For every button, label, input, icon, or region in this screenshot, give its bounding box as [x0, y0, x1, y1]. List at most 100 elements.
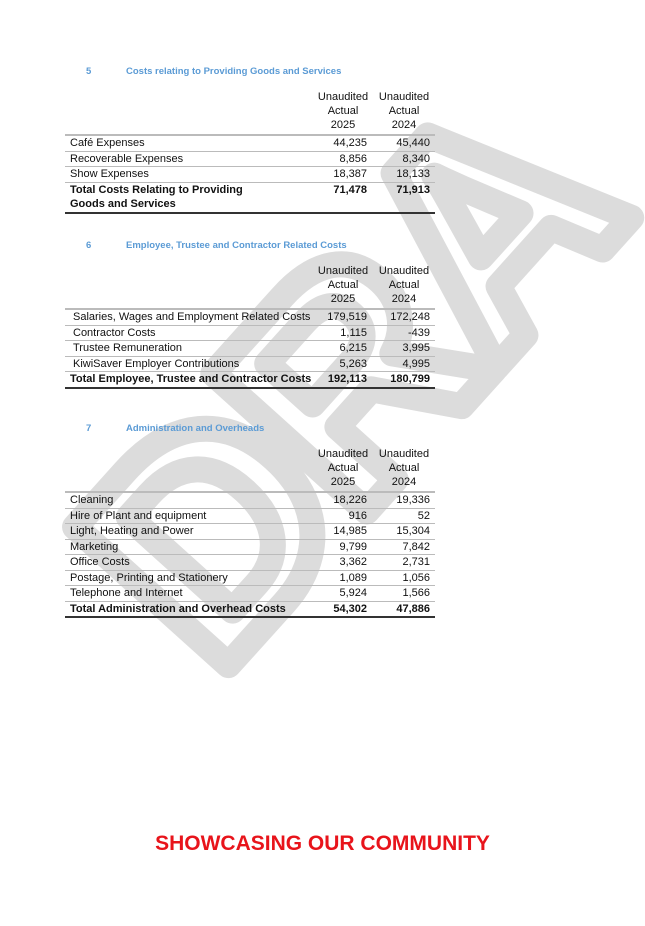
column-header-line: Unaudited — [378, 265, 430, 277]
value-2024: 172,248 — [390, 311, 430, 323]
table-row: Office Costs 3,362 2,731 — [65, 555, 435, 571]
section-number: 7 — [86, 423, 92, 434]
section-number: 5 — [86, 66, 92, 77]
row-label: Telephone and Internet — [70, 587, 183, 599]
total-row: Total Administration and Overhead Costs 5… — [65, 602, 435, 618]
table-row: Trustee Remuneration 6,215 3,995 — [65, 341, 435, 357]
table-row: Hire of Plant and equipment 916 52 — [65, 509, 435, 524]
value-2025: 5,263 — [339, 357, 367, 370]
table-row: Postage, Printing and Stationery 1,089 1,0… — [65, 571, 435, 586]
table-row: Telephone and Internet 5,924 1,566 — [65, 586, 435, 602]
row-label: Café Expenses — [70, 137, 145, 149]
section-costs-goods-services: 5 Costs relating to Providing Goods and S… — [65, 66, 435, 214]
value-2024: 19,336 — [396, 494, 430, 506]
value-2024: 4,995 — [402, 357, 430, 370]
value-2025: 14,985 — [333, 525, 367, 537]
table-header: Unaudited Actual 2025 Unaudited Actual 2024 — [65, 447, 435, 493]
row-label: Recoverable Expenses — [70, 152, 184, 165]
column-header-line: Actual — [388, 462, 420, 474]
section-title: Costs relating to Providing Goods and Se… — [126, 66, 342, 77]
table-row: Contractor Costs 1,115 -439 — [65, 326, 435, 341]
table-row: Recoverable Expenses 8,856 8,340 — [65, 152, 435, 167]
value-2024: 15,304 — [396, 525, 430, 537]
value-2024: 8,340 — [402, 152, 430, 165]
total-2024: 47,886 — [396, 602, 430, 615]
row-label: Show Expenses — [70, 168, 149, 180]
total-2025: 71,478 — [333, 183, 367, 196]
value-2025: 1,115 — [340, 326, 367, 339]
column-header-line: Unaudited — [317, 91, 369, 103]
row-label: Office Costs — [70, 556, 130, 568]
section-heading: 6 Employee, Trustee and Contractor Relate… — [65, 240, 435, 256]
value-2025: 1,089 — [339, 571, 367, 584]
row-label: Marketing — [70, 540, 119, 553]
row-label: KiwiSaver Employer Contributions — [73, 357, 240, 370]
column-header-line: Actual — [327, 279, 359, 291]
row-label: Salaries, Wages and Employment Related C… — [73, 311, 311, 323]
value-2025: 3,362 — [339, 556, 367, 568]
value-2024: -439 — [407, 326, 430, 339]
total-2024: 180,799 — [390, 373, 430, 385]
column-header-line: 2024 — [391, 293, 417, 305]
table-row: Cleaning 18,226 19,336 — [65, 493, 435, 509]
column-header-2025: Unaudited Actual 2025 — [312, 447, 374, 489]
table-header: Unaudited Actual 2025 Unaudited Actual 2024 — [65, 90, 435, 136]
column-header-line: 2025 — [330, 119, 356, 131]
table-row: Marketing 9,799 7,842 — [65, 540, 435, 555]
total-label: Total Administration and Overhead Costs — [70, 602, 286, 615]
column-header-line: Unaudited — [317, 448, 369, 460]
column-header-2025: Unaudited Actual 2025 — [312, 90, 374, 132]
row-label: Contractor Costs — [73, 326, 156, 339]
table-row: KiwiSaver Employer Contributions 5,263 4,9… — [65, 357, 435, 372]
section-administration-overheads: 7 Administration and Overheads Unaudited Ac… — [65, 423, 435, 618]
column-header-line: Actual — [388, 279, 420, 291]
section-number: 6 — [86, 240, 92, 251]
column-header-2024: Unaudited Actual 2024 — [373, 447, 435, 489]
section-employee-costs: 6 Employee, Trustee and Contractor Relate… — [65, 240, 435, 389]
row-label: Cleaning — [70, 494, 114, 506]
column-header-line: Actual — [327, 105, 359, 117]
section-heading: 7 Administration and Overheads — [65, 423, 435, 439]
value-2025: 6,215 — [339, 342, 367, 354]
column-header-line: Actual — [327, 462, 359, 474]
value-2024: 18,133 — [396, 168, 430, 180]
column-header-line: Actual — [388, 105, 420, 117]
value-2025: 44,235 — [333, 137, 367, 149]
value-2024: 3,995 — [402, 342, 430, 354]
value-2025: 18,387 — [333, 168, 367, 180]
table-header: Unaudited Actual 2025 Unaudited Actual 2024 — [65, 264, 435, 310]
column-header-2024: Unaudited Actual 2024 — [373, 90, 435, 132]
value-2025: 9,799 — [339, 540, 367, 553]
row-label: Trustee Remuneration — [73, 342, 183, 354]
value-2025: 5,924 — [339, 587, 367, 599]
value-2024: 2,731 — [402, 556, 430, 568]
table-row: Café Expenses 44,235 45,440 — [65, 136, 435, 152]
total-2025: 54,302 — [333, 602, 367, 615]
column-header-line: Unaudited — [378, 91, 430, 103]
total-2024: 71,913 — [396, 183, 430, 196]
value-2024: 1,566 — [402, 587, 430, 599]
table-row: Show Expenses 18,387 18,133 — [65, 167, 435, 183]
row-label: Hire of Plant and equipment — [70, 509, 207, 522]
value-2024: 1,056 — [402, 571, 430, 584]
column-header-line: Unaudited — [378, 448, 430, 460]
section-heading: 5 Costs relating to Providing Goods and S… — [65, 66, 435, 82]
value-2025: 916 — [348, 509, 367, 522]
value-2024: 52 — [417, 509, 430, 522]
column-header-line: 2024 — [391, 119, 417, 131]
column-header-line: Unaudited — [317, 265, 369, 277]
value-2025: 179,519 — [327, 311, 367, 323]
value-2024: 45,440 — [396, 137, 430, 149]
total-row: Total Costs Relating to Providing Goods … — [65, 183, 435, 214]
column-header-2025: Unaudited Actual 2025 — [312, 264, 374, 306]
table-row: Light, Heating and Power 14,985 15,304 — [65, 524, 435, 540]
total-row: Total Employee, Trustee and Contractor C… — [65, 372, 435, 389]
footer-slogan: SHOWCASING OUR COMMUNITY — [155, 832, 490, 855]
row-label: Light, Heating and Power — [70, 525, 194, 537]
value-2024: 7,842 — [402, 540, 430, 553]
column-header-2024: Unaudited Actual 2024 — [373, 264, 435, 306]
column-header-line: 2025 — [330, 293, 356, 305]
section-title: Administration and Overheads — [126, 423, 265, 434]
value-2025: 18,226 — [333, 494, 367, 506]
value-2025: 8,856 — [339, 152, 367, 165]
